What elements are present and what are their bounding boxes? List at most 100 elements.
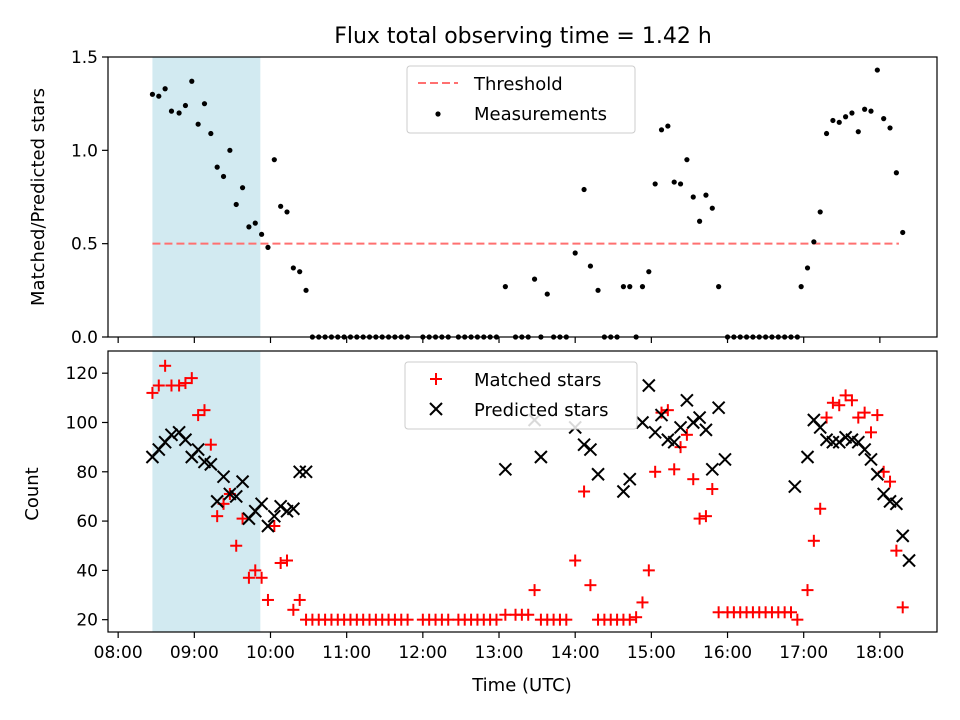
x-tick-label: 13:00 bbox=[475, 643, 524, 663]
measurement-point bbox=[587, 263, 594, 269]
figure-title: Flux total observing time = 1.42 h bbox=[334, 24, 712, 49]
predicted-star-point bbox=[267, 509, 282, 523]
matched-star-point bbox=[442, 613, 455, 626]
top-legend: Threshold Measurements bbox=[406, 65, 636, 134]
predicted-star-point bbox=[498, 462, 513, 477]
measurement-point bbox=[868, 108, 874, 114]
predicted-star-point bbox=[642, 378, 656, 393]
x-tick-label: 10:00 bbox=[246, 643, 295, 663]
y-tick-label: 1.5 bbox=[71, 48, 98, 68]
measurement-point bbox=[195, 121, 201, 127]
predicted-star-point bbox=[826, 435, 840, 449]
legend-predicted-swatch bbox=[429, 402, 443, 416]
measurement-point bbox=[214, 164, 220, 170]
measurement-point bbox=[696, 218, 703, 224]
matched-star-point bbox=[890, 544, 903, 557]
matched-star-point bbox=[884, 475, 897, 488]
predicted-star-point bbox=[686, 415, 700, 430]
predicted-star-point bbox=[857, 442, 872, 457]
measurement-point bbox=[690, 194, 696, 200]
matched-star-point bbox=[674, 441, 687, 454]
matched-star-point bbox=[198, 404, 211, 417]
predicted-star-point bbox=[711, 400, 726, 415]
matched-star-point bbox=[281, 554, 294, 567]
measurement-point bbox=[709, 205, 715, 211]
matched-star-point bbox=[661, 404, 674, 417]
matched-star-point bbox=[845, 394, 858, 407]
predicted-star-point bbox=[273, 499, 288, 513]
predicted-star-point bbox=[534, 450, 548, 464]
measurement-point bbox=[677, 181, 684, 187]
matched-star-point bbox=[820, 411, 833, 424]
measurement-point bbox=[887, 125, 893, 131]
predicted-star-point bbox=[577, 437, 591, 452]
matched-star-point bbox=[249, 564, 262, 577]
matched-star-point bbox=[185, 372, 198, 385]
predicted-star-point bbox=[680, 393, 694, 408]
predicted-star-point bbox=[832, 435, 846, 449]
predicted-star-point bbox=[705, 462, 720, 477]
matched-star-point bbox=[401, 613, 414, 626]
matched-star-point bbox=[211, 510, 224, 523]
predicted-star-point bbox=[616, 484, 631, 499]
measurement-point bbox=[297, 269, 303, 275]
measurement-point bbox=[893, 170, 899, 176]
y-tick-label: 0.5 bbox=[71, 235, 98, 255]
predicted-star-point bbox=[292, 465, 307, 479]
matched-star-point bbox=[839, 389, 852, 402]
matched-star-point bbox=[852, 411, 865, 424]
predicted-star-point bbox=[254, 497, 269, 511]
predicted-star-point bbox=[164, 428, 179, 442]
predicted-star-point bbox=[299, 465, 313, 479]
matched-star-point bbox=[569, 554, 582, 567]
measurement-point bbox=[811, 239, 817, 245]
y-tick-label: 1.0 bbox=[71, 141, 98, 161]
matched-star-point bbox=[814, 502, 827, 515]
matched-star-point bbox=[242, 571, 255, 584]
measurement-point bbox=[703, 192, 709, 198]
predicted-star-point bbox=[591, 467, 605, 481]
y-tick-label: 60 bbox=[76, 512, 98, 532]
y-tick-label: 100 bbox=[66, 413, 98, 433]
matched-star-point bbox=[801, 584, 814, 597]
matched-star-point bbox=[146, 386, 159, 399]
matched-star-point bbox=[858, 406, 871, 419]
measurement-point bbox=[220, 173, 227, 180]
predicted-star-point bbox=[583, 442, 598, 457]
predicted-star-point bbox=[191, 442, 205, 457]
bottom-y-axis-label: Count bbox=[22, 467, 43, 520]
measurement-point bbox=[227, 147, 233, 153]
measurement-point bbox=[842, 114, 849, 120]
predicted-star-point bbox=[210, 494, 224, 509]
measurement-point bbox=[265, 244, 271, 250]
measurement-point bbox=[572, 250, 578, 256]
predicted-star-point bbox=[623, 472, 637, 486]
x-tick-label: 17:00 bbox=[779, 643, 828, 663]
measurement-point bbox=[284, 209, 290, 215]
matched-star-point bbox=[490, 613, 503, 626]
predicted-star-point bbox=[178, 433, 193, 447]
predicted-star-point bbox=[286, 502, 301, 516]
matched-star-point bbox=[230, 539, 243, 552]
matched-star-point bbox=[896, 601, 909, 614]
measurement-point bbox=[239, 185, 246, 191]
matched-star-point bbox=[655, 406, 668, 419]
measurement-point bbox=[595, 287, 601, 293]
measurement-point bbox=[208, 130, 214, 137]
matched-star-point bbox=[274, 556, 287, 569]
matched-star-point bbox=[236, 512, 249, 525]
predicted-star-point bbox=[673, 420, 688, 435]
measurement-point bbox=[671, 179, 677, 185]
measurement-point bbox=[156, 93, 162, 99]
legend-matched-swatch bbox=[430, 373, 442, 385]
bottom-panel: 20 40 60 80 100 120 08:00 09:00 10:00 11:00 12:00… bbox=[22, 350, 938, 696]
matched-star-point bbox=[255, 571, 268, 584]
measurement-point bbox=[823, 130, 830, 137]
matched-star-point bbox=[871, 409, 884, 422]
measurement-point bbox=[246, 224, 252, 230]
measurement-point bbox=[658, 127, 665, 133]
measurement-point bbox=[290, 265, 296, 271]
top-panel: 0.0 0.5 1.0 1.5 Matched/Predicted stars Thr… bbox=[28, 48, 938, 348]
measurement-point bbox=[684, 157, 690, 163]
matched-star-point bbox=[833, 399, 846, 412]
